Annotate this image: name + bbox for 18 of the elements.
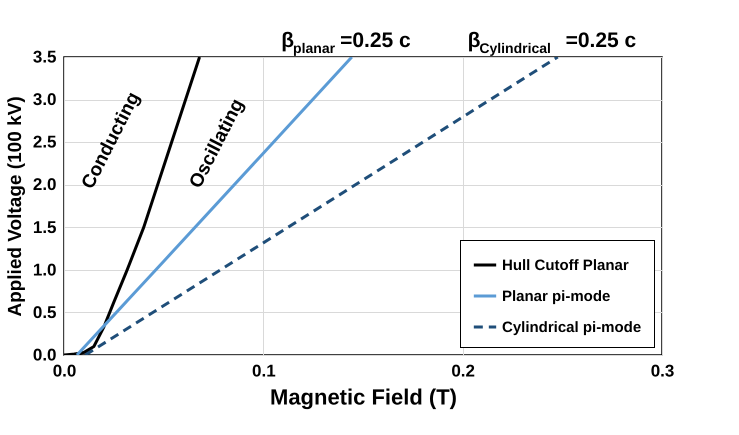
y-tick-label: 3.0 [32, 90, 56, 110]
x-tick-label: 0.1 [252, 362, 276, 380]
y-tick-label: 2.5 [32, 132, 56, 152]
y-tick-label: 1.5 [32, 218, 56, 237]
y-tick-label: 2.0 [32, 175, 56, 194]
y-tick-label: 0.5 [32, 302, 56, 322]
x-tick-label: 0.0 [52, 362, 76, 380]
y-tick-label: 1.0 [32, 260, 56, 280]
y-tick-label: 3.5 [32, 48, 56, 66]
y-axis-title: Applied Voltage (100 kV) [4, 96, 26, 317]
legend-label: Planar pi-mode [502, 288, 610, 305]
line-series [75, 57, 354, 355]
x-tick-label: 0.3 [650, 362, 674, 380]
legend-label: Hull Cutoff Planar [502, 257, 629, 274]
x-tick-label: 0.2 [451, 362, 475, 380]
x-axis-title: Magnetic Field (T) [270, 384, 457, 410]
y-tick-label: 0.0 [32, 346, 56, 364]
legend-label: Cylindrical pi-mode [502, 319, 642, 336]
